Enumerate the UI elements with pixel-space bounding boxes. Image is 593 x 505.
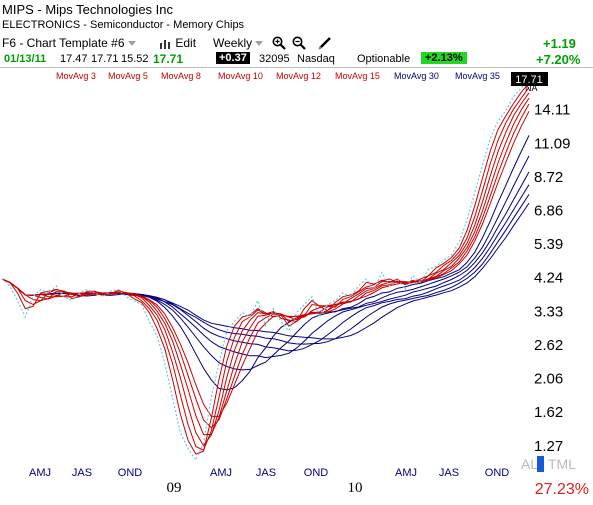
- quote-open: 17.47: [60, 53, 88, 65]
- short-moving-average-line: [1, 103, 530, 429]
- ma-legend-item: MovAvg 35: [455, 71, 500, 81]
- x-tick-label: OND: [485, 467, 510, 479]
- y-tick-label: 2.62: [534, 337, 563, 354]
- y-tick-label: 3.33: [534, 303, 563, 320]
- ma-legend-item: MovAvg 15: [335, 71, 380, 81]
- x-tick-label: JAS: [72, 467, 92, 479]
- ma-legend: MovAvg 3 MovAvg 5 MovAvg 8 MovAvg 10 MovAvg …: [56, 71, 544, 81]
- period-select[interactable]: Weekly: [213, 36, 264, 50]
- price-line: [1, 77, 530, 462]
- edit-button[interactable]: Edit: [160, 36, 196, 50]
- zoom-in-icon[interactable]: [272, 36, 286, 50]
- pencil-icon[interactable]: [318, 36, 332, 50]
- y-tick-label: 1.62: [534, 404, 563, 421]
- x-tick-label: JAS: [439, 467, 459, 479]
- quote-high: 17.71: [91, 53, 119, 65]
- y-tick-label: 14.11: [534, 102, 570, 119]
- short-moving-average-line: [1, 111, 530, 417]
- y-tick-label: 11.09: [534, 135, 570, 152]
- quote-low: 15.52: [121, 53, 149, 65]
- header-divider: [0, 67, 593, 68]
- company-title: MIPS - Mips Technologies Inc: [2, 2, 173, 17]
- plot-area: [1, 77, 530, 462]
- x-tick-label: JAS: [256, 467, 276, 479]
- footer-pct: 27.23%: [535, 481, 589, 498]
- y-tick-label: 4.24: [534, 270, 563, 287]
- change-pct: +7.20%: [536, 52, 581, 67]
- quote-date: 01/13/11: [4, 53, 47, 65]
- x-axis: AMJ JAS OND AMJ JAS OND AMJ JAS OND 09 10: [29, 467, 509, 496]
- period-label: Weekly: [213, 36, 253, 50]
- ma-legend-item: MovAvg 5: [108, 71, 148, 81]
- template-dropdown-icon[interactable]: [127, 41, 136, 47]
- ma-legend-item: MovAvg 3: [56, 71, 96, 81]
- ma-legend-item: MovAvg 8: [161, 71, 201, 81]
- year-label: 09: [167, 480, 182, 496]
- last-price-label: 17.71: [515, 74, 543, 86]
- zoom-out-icon[interactable]: [292, 36, 306, 50]
- long-moving-average-line: [1, 171, 530, 359]
- x-tick-label: AMJ: [395, 467, 417, 479]
- template-text: F6 - Chart Template #6: [2, 36, 125, 50]
- tml-label: TML: [548, 456, 576, 472]
- period-dropdown-icon[interactable]: [255, 41, 264, 47]
- short-moving-average-line: [1, 97, 530, 435]
- y-tick-label: 6.86: [534, 202, 563, 219]
- y-tick-label: 2.06: [534, 371, 563, 388]
- last-price-box: [511, 72, 548, 86]
- year-label: 10: [348, 480, 363, 496]
- optionable-label: Optionable: [357, 53, 411, 65]
- quote-pct: +2.13%: [421, 52, 467, 64]
- al-marker: [537, 456, 544, 472]
- y-axis: 14.11 11.09 8.72 6.86 5.39 4.24 3.33 2.62 2.06 1.…: [534, 102, 570, 455]
- y-tick-label: 1.27: [534, 438, 563, 455]
- x-tick-label: AMJ: [210, 467, 232, 479]
- industry-label: ELECTRONICS - Semiconductor - Memory Chi…: [2, 19, 245, 31]
- ma-legend-item: MovAvg 12: [276, 71, 321, 81]
- template-label[interactable]: F6 - Chart Template #6: [2, 36, 136, 50]
- quote-change: +0.37: [216, 52, 250, 64]
- x-tick-label: OND: [304, 467, 329, 479]
- ma-legend-item: MovAvg 10: [218, 71, 263, 81]
- change-abs: +1.19: [543, 36, 576, 51]
- ma-legend-item: MovAvg 30: [394, 71, 439, 81]
- quote-close: 17.71: [153, 52, 184, 66]
- x-tick-label: AMJ: [29, 467, 51, 479]
- edit-label: Edit: [175, 36, 197, 50]
- bar-chart-icon: [160, 39, 170, 49]
- y-tick-label: 8.72: [534, 169, 563, 186]
- y-tick-label: 5.39: [534, 236, 563, 253]
- price-chart: MovAvg 3 MovAvg 5 MovAvg 8 MovAvg 10 MovAvg …: [1, 71, 589, 498]
- long-moving-average-line: [1, 135, 530, 391]
- quote-exchange: Nasdaq: [297, 53, 335, 65]
- short-moving-average-line: [1, 92, 530, 447]
- na-label: NA: [525, 83, 538, 93]
- x-tick-label: OND: [118, 467, 143, 479]
- chart-header: MIPS - Mips Technologies Inc ELECTRONICS…: [0, 0, 593, 68]
- quote-volume: 32095: [259, 53, 290, 65]
- al-label: AL: [521, 456, 538, 472]
